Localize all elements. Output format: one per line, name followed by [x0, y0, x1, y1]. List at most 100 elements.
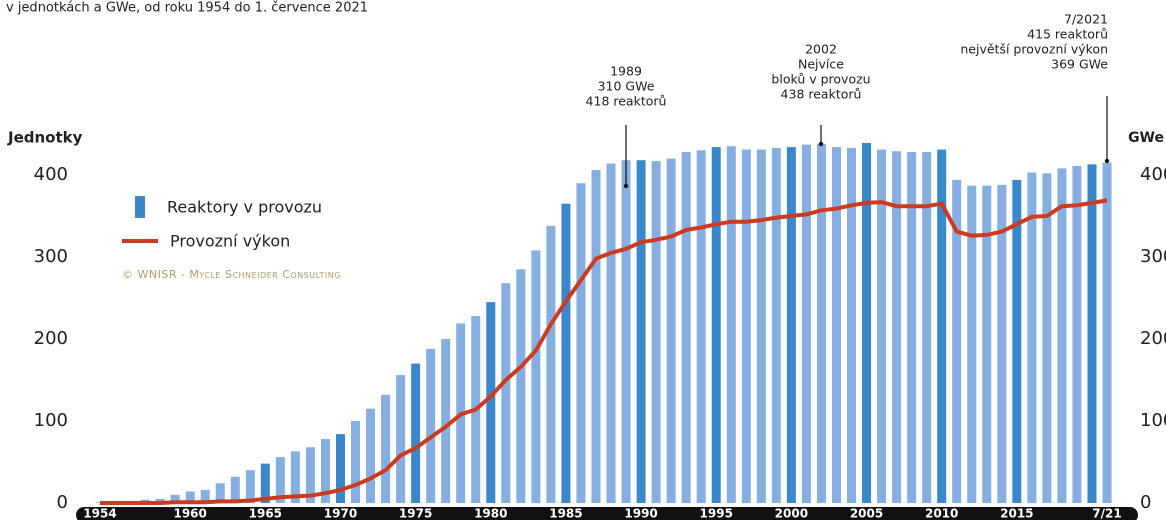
- annotation: 369 GWe: [1051, 57, 1108, 72]
- x-tick-label: 1954: [83, 507, 116, 520]
- y2-tick-label: 300: [1140, 246, 1166, 267]
- annotation: největší provozní výkon: [960, 42, 1108, 57]
- x-tick-label: 7/21: [1092, 507, 1121, 520]
- bar: [1072, 165, 1082, 504]
- bar: [1102, 162, 1112, 503]
- bar: [756, 149, 766, 503]
- bar: [816, 143, 826, 503]
- bar: [1042, 173, 1052, 504]
- annotation: 2002: [805, 42, 837, 57]
- bar: [411, 363, 421, 503]
- legend-label: Provozní výkon: [170, 232, 290, 251]
- x-tick-label: 1995: [700, 507, 733, 520]
- bar: [786, 147, 796, 503]
- bar: [907, 152, 917, 504]
- bar: [1087, 164, 1097, 503]
- x-tick-label: 2005: [850, 507, 883, 520]
- bar: [862, 143, 872, 503]
- bar: [1057, 168, 1067, 503]
- bar: [366, 408, 376, 503]
- bar: [847, 147, 856, 503]
- bar: [561, 203, 571, 503]
- annotation: 415 reaktorů: [1027, 27, 1108, 42]
- bar: [245, 470, 255, 503]
- y2-axis-label: GWe: [1128, 130, 1164, 146]
- bar: [831, 147, 841, 503]
- bar: [621, 160, 631, 504]
- bar: [230, 476, 240, 503]
- bar: [305, 447, 315, 503]
- bar: [726, 146, 736, 504]
- x-tick-label: 1980: [474, 507, 507, 520]
- y-tick-label: 400: [34, 164, 68, 185]
- bar: [185, 491, 195, 503]
- y-tick-label: 300: [34, 246, 68, 267]
- y-axis-label: Jednotky: [7, 129, 83, 147]
- annotation: 7/2021: [1064, 12, 1108, 27]
- bar: [696, 150, 706, 503]
- bar: [967, 185, 977, 503]
- y2-tick-label: 0: [1140, 492, 1151, 513]
- bar: [351, 421, 361, 503]
- y2-tick-label: 100: [1140, 410, 1166, 431]
- x-tick-label: 1960: [173, 507, 206, 520]
- annotation: 438 reaktorů: [781, 87, 862, 102]
- bar: [952, 179, 962, 504]
- y2-tick-label: 400: [1140, 164, 1166, 185]
- bar: [591, 170, 601, 503]
- legend-label: Reaktory v provozu: [167, 198, 322, 217]
- line: [100, 198, 1108, 505]
- bar: [290, 451, 300, 503]
- annotation: 418 reaktorů: [586, 94, 667, 109]
- x-tick-label: 2015: [1000, 507, 1033, 520]
- x-tick-label: 1970: [324, 507, 357, 520]
- bar: [651, 161, 661, 503]
- y2-tick-label: 200: [1140, 328, 1166, 349]
- annotation-dot: [1104, 158, 1110, 164]
- bar: [501, 283, 511, 503]
- annotation-dot: [623, 183, 629, 189]
- bar: [320, 439, 330, 503]
- bar: [576, 183, 586, 503]
- annotation: bloků v provozu: [771, 72, 870, 87]
- bar: [215, 483, 225, 503]
- bar: [516, 269, 526, 503]
- bar: [922, 152, 932, 504]
- bar: [486, 302, 496, 503]
- bar: [335, 434, 345, 503]
- x-tick-label: 1990: [624, 507, 657, 520]
- x-axis-band: [76, 507, 1138, 520]
- x-tick-label: 1985: [549, 507, 582, 520]
- y-tick-label: 200: [34, 328, 68, 349]
- bar: [892, 151, 902, 503]
- bar: [606, 163, 616, 503]
- bar: [441, 339, 451, 503]
- annotation: Nejvíce: [798, 57, 844, 72]
- y-tick-label: 100: [34, 410, 68, 431]
- bar: [997, 184, 1007, 503]
- legend-swatch: [135, 196, 145, 218]
- bar: [741, 149, 751, 503]
- copyright: © WNISR - Mycle Schneider Consulting: [122, 268, 341, 281]
- bar: [260, 463, 270, 503]
- bar: [546, 225, 556, 503]
- bar: [426, 348, 436, 503]
- bar: [275, 457, 285, 503]
- bar: [381, 394, 391, 503]
- bar: [681, 152, 691, 504]
- y-tick-label: 0: [57, 492, 68, 513]
- bar: [396, 375, 406, 503]
- bar: [982, 185, 992, 503]
- bar: [531, 250, 541, 503]
- bar: [636, 160, 646, 504]
- x-tick-label: 2010: [925, 507, 958, 520]
- bar: [155, 498, 165, 503]
- bar: [200, 489, 210, 503]
- bar: [711, 147, 721, 503]
- bar: [1012, 179, 1022, 504]
- annotation: 310 GWe: [598, 79, 655, 94]
- bar: [170, 494, 180, 503]
- subtitle: v jednotkách a GWe, od roku 1954 do 1. č…: [6, 1, 368, 16]
- annotation: 1989: [610, 64, 642, 79]
